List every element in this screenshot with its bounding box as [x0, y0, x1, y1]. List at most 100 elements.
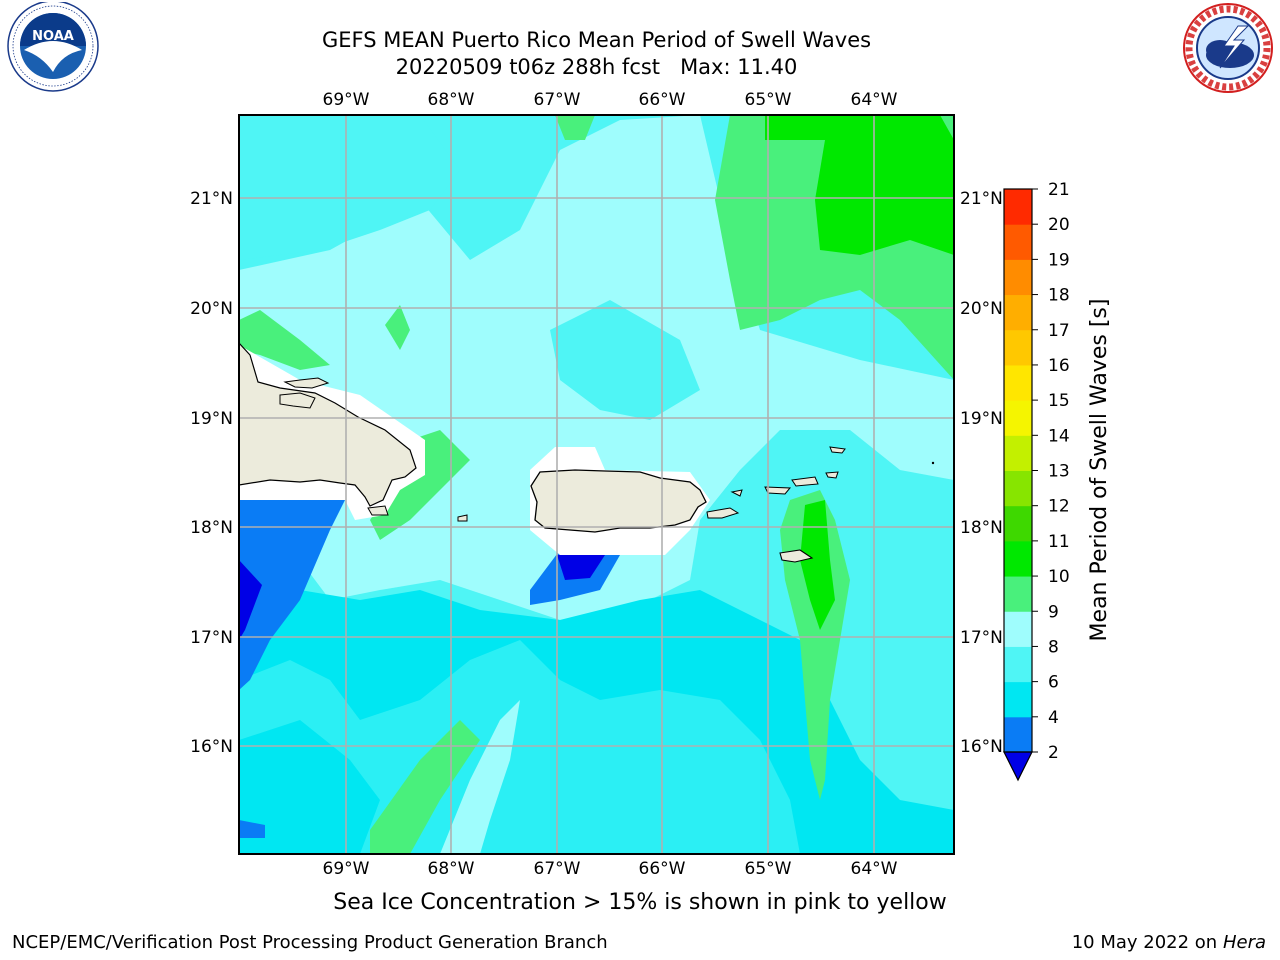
contour-below-2s-pr: [557, 555, 605, 580]
noaa-logo-text: NOAA: [32, 29, 74, 44]
swell-period-field: [239, 115, 954, 854]
footer-producer: NCEP/EMC/Verification Post Processing Pr…: [12, 932, 608, 953]
colorbar-segment: [1004, 364, 1032, 401]
colorbar-segment: [1004, 189, 1032, 225]
lat-label-left: 17°N: [190, 628, 233, 648]
lon-label-top: 67°W: [534, 90, 581, 110]
contour-10-11s-ne: [765, 115, 954, 255]
contour-8-9s-south: [440, 700, 520, 854]
colorbar-tick-label: 11: [1048, 532, 1070, 552]
contour-2-4s-sw-corner: [239, 820, 265, 838]
colorbar-tick-label: 12: [1048, 497, 1070, 517]
lat-label-right: 17°N: [960, 628, 1003, 648]
contour-9-10s-mona: [370, 430, 470, 540]
lon-label-top: 66°W: [639, 90, 686, 110]
chart-title: GEFS MEAN Puerto Rico Mean Period of Swe…: [321, 28, 872, 52]
colorbar-tick-label: 18: [1048, 286, 1070, 306]
lat-label-left: 21°N: [190, 189, 233, 209]
colorbar-tick-label: 19: [1048, 250, 1070, 270]
colorbar-segment: [1004, 224, 1032, 260]
sea-ice-caption: Sea Ice Concentration > 15% is shown in …: [333, 890, 947, 915]
colorbar-label: Mean Period of Swell Waves [s]: [1087, 299, 1112, 642]
lon-label-top: 69°W: [323, 90, 370, 110]
land-saona: [367, 505, 389, 516]
contour-below-2s-west: [239, 560, 262, 640]
colorbar-tick-label: 8: [1048, 637, 1059, 657]
contour-9-10s-west: [239, 310, 330, 370]
footer-host: Hera: [1222, 932, 1266, 953]
land-tortuga: [283, 377, 330, 389]
colorbar-tick-label: 21: [1048, 180, 1070, 200]
land-tortola: [791, 476, 819, 487]
colorbar-segment: [1004, 540, 1032, 577]
lon-label-bottom: 64°W: [851, 859, 898, 879]
footer-date: 10 May 2022 on Hera: [1072, 932, 1266, 953]
land-hispaniola: [239, 342, 417, 507]
colorbar-segment: [1004, 576, 1032, 612]
lat-label-right: 18°N: [960, 518, 1003, 538]
lon-label-bottom: 65°W: [745, 859, 792, 879]
lat-label-right: 20°N: [960, 299, 1003, 319]
colorbar-tick-label: 16: [1048, 356, 1070, 376]
noaa-logo: NOAA: [7, 2, 99, 92]
land-virgin-gorda: [825, 471, 839, 479]
colorbar-segment: [1004, 681, 1032, 718]
lon-label-bottom: 66°W: [639, 859, 686, 879]
contour-9-10s-island-west: [385, 305, 410, 350]
colorbar-tick-label: 6: [1048, 673, 1059, 693]
colorbar-segment: [1004, 435, 1032, 471]
land-mona: [457, 514, 468, 522]
colorbar-segment: [1004, 505, 1032, 542]
colorbar-segment: [1004, 716, 1032, 753]
colorbar-segment: [1004, 470, 1032, 507]
map-frame: [238, 114, 955, 855]
lon-label-bottom: 69°W: [323, 859, 370, 879]
contour-6-8s-nw: [239, 115, 460, 260]
colorbar-tick-label: 4: [1048, 708, 1059, 728]
footer-date-text: 10 May 2022 on: [1071, 932, 1218, 953]
colorbar-tick-label: 2: [1048, 743, 1059, 763]
colorbar-tick-label: 20: [1048, 215, 1070, 235]
lat-label-left: 20°N: [190, 299, 233, 319]
colorbar-segment: [1004, 329, 1032, 366]
lon-label-top: 64°W: [851, 90, 898, 110]
lon-label-top: 65°W: [745, 90, 792, 110]
colorbar-segment: [1004, 259, 1032, 296]
contour-10-11s-east: [800, 500, 835, 630]
colorbar-segment: [1004, 646, 1032, 683]
lat-label-left: 18°N: [190, 518, 233, 538]
contour-9-10s-east: [780, 490, 850, 800]
land-dot-sombrero: [931, 461, 935, 465]
lat-label-left: 19°N: [190, 409, 233, 429]
contour-9-10s-north: [555, 115, 595, 140]
colorbar-under-arrow: [1003, 751, 1033, 782]
contour-9-10s-south: [370, 720, 480, 854]
colorbar-segment: [1004, 294, 1032, 331]
lon-label-top: 68°W: [428, 90, 475, 110]
colorbar-tick-label: 15: [1048, 391, 1070, 411]
map-gridlines: [239, 115, 954, 854]
colorbar-tick-label: 13: [1048, 462, 1070, 482]
land-vieques: [706, 507, 740, 519]
lon-label-bottom: 68°W: [428, 859, 475, 879]
chart-subtitle: 20220509 t06z 288h fcst Max: 11.40: [395, 55, 798, 79]
contour-2-4s-west: [239, 500, 345, 690]
lat-label-right: 16°N: [960, 737, 1003, 757]
colorbar-tick-label: 17: [1048, 321, 1070, 341]
land-culebra: [730, 489, 743, 497]
colorbar-tick-label: 14: [1048, 426, 1070, 446]
colorbar-segment: [1004, 611, 1032, 647]
land-st-thomas: [764, 486, 792, 495]
lat-label-right: 21°N: [960, 189, 1003, 209]
lat-label-right: 19°N: [960, 409, 1003, 429]
land-samana: [279, 392, 316, 409]
contour-4-6s-sw: [239, 720, 380, 854]
lat-label-left: 16°N: [190, 737, 233, 757]
lon-label-bottom: 67°W: [534, 859, 581, 879]
colorbar-tick-label: 10: [1048, 567, 1070, 587]
land-anegada: [829, 446, 846, 454]
colorbar-segment: [1004, 400, 1032, 436]
nws-logo: [1183, 3, 1273, 93]
colorbar-tick-label: 9: [1048, 602, 1059, 622]
